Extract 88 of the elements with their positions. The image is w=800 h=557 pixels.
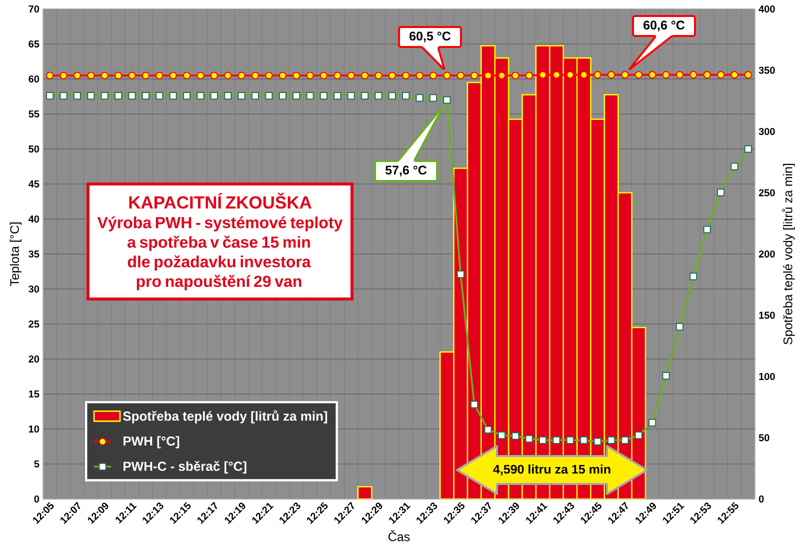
y-tick-label: 20 bbox=[28, 355, 40, 363]
point bbox=[210, 72, 218, 80]
y2-tick-label: 0 bbox=[758, 495, 764, 503]
y2-tick-label: 300 bbox=[758, 128, 775, 136]
y-tick-label: 35 bbox=[28, 250, 40, 258]
y2-tick-label: 150 bbox=[759, 312, 775, 319]
y-tick-label: 5 bbox=[34, 460, 40, 468]
annotation: 4,590 litru za 15 min bbox=[493, 464, 610, 476]
y-tick-label: 15 bbox=[28, 390, 40, 398]
point bbox=[512, 72, 520, 80]
y-tick-label: 0 bbox=[34, 495, 40, 503]
y2-axis-title: Spotřeba teplé vody [litrů za min] bbox=[782, 164, 795, 344]
y2-tick-label: 100 bbox=[759, 372, 775, 380]
text: KAPACITNÍ ZKOUŠKA bbox=[129, 192, 312, 209]
y2-tick-label: 250 bbox=[758, 189, 775, 196]
point bbox=[46, 72, 54, 80]
point bbox=[73, 72, 82, 80]
legend-label: PWH-C - sběrač [°C] bbox=[124, 461, 246, 474]
point bbox=[703, 70, 711, 79]
y2-tick-label: 50 bbox=[758, 434, 770, 442]
point bbox=[594, 70, 602, 79]
text: Výroba PWH - systémové teploty a spotřeba v čase 15 min dle požadavku investora pro napouštění 29 van bbox=[97, 216, 343, 290]
point bbox=[128, 72, 136, 80]
point bbox=[443, 72, 451, 80]
point bbox=[580, 70, 588, 79]
point bbox=[484, 72, 492, 80]
y2-tick-label: 400 bbox=[758, 5, 775, 13]
point bbox=[388, 72, 396, 80]
point bbox=[416, 72, 424, 80]
point bbox=[552, 70, 560, 79]
point bbox=[730, 70, 738, 79]
point bbox=[347, 72, 355, 80]
point bbox=[566, 70, 574, 79]
y-tick-label: 65 bbox=[28, 40, 40, 48]
point bbox=[334, 72, 342, 80]
point bbox=[320, 72, 328, 80]
y2-tick-label: 350 bbox=[758, 66, 775, 74]
point bbox=[87, 72, 95, 80]
y-tick-label: 50 bbox=[28, 145, 40, 153]
point bbox=[156, 72, 164, 80]
y-tick-label: 45 bbox=[28, 180, 40, 188]
point bbox=[498, 72, 506, 80]
annotation: 60,5 °C bbox=[410, 32, 451, 42]
point bbox=[374, 72, 382, 80]
point bbox=[648, 70, 656, 79]
point bbox=[60, 72, 68, 80]
point bbox=[238, 72, 246, 80]
point bbox=[621, 70, 629, 79]
point bbox=[470, 72, 478, 80]
point bbox=[690, 70, 698, 79]
annotation: 57,6 °C bbox=[385, 166, 427, 176]
y-tick-label: 60 bbox=[28, 75, 40, 83]
y-tick-label: 70 bbox=[28, 5, 40, 13]
point bbox=[251, 72, 260, 80]
y-tick-label: 25 bbox=[28, 320, 40, 328]
point bbox=[429, 72, 438, 80]
point bbox=[456, 72, 464, 80]
point bbox=[278, 72, 286, 80]
point bbox=[100, 72, 108, 80]
legend-label: PWH [°C] bbox=[124, 436, 180, 448]
point bbox=[114, 72, 122, 80]
point bbox=[744, 70, 752, 79]
point bbox=[142, 72, 150, 80]
y2-tick-label: 200 bbox=[758, 250, 775, 258]
y-axis-title: Teplota [°C] bbox=[10, 222, 22, 286]
point bbox=[265, 72, 273, 80]
point bbox=[182, 72, 191, 80]
x-axis-title: Čas bbox=[388, 530, 410, 542]
point bbox=[525, 72, 533, 80]
point bbox=[224, 72, 232, 80]
y-tick-label: 10 bbox=[28, 425, 40, 433]
point bbox=[169, 72, 177, 80]
point bbox=[196, 72, 204, 80]
point bbox=[292, 72, 300, 80]
annotation: 60,6 °C bbox=[644, 20, 685, 32]
point bbox=[360, 72, 369, 80]
point bbox=[676, 70, 684, 79]
point bbox=[634, 70, 642, 79]
point bbox=[306, 72, 314, 80]
point bbox=[538, 70, 547, 79]
y-tick-label: 30 bbox=[28, 285, 40, 293]
point bbox=[607, 70, 616, 79]
y-tick-label: 40 bbox=[28, 215, 40, 223]
y-tick-label: 55 bbox=[28, 110, 40, 118]
point bbox=[662, 70, 670, 79]
point bbox=[716, 70, 725, 79]
point bbox=[402, 72, 410, 80]
legend-label: Spotřeba teplé vody [litrů za min] bbox=[123, 410, 328, 424]
